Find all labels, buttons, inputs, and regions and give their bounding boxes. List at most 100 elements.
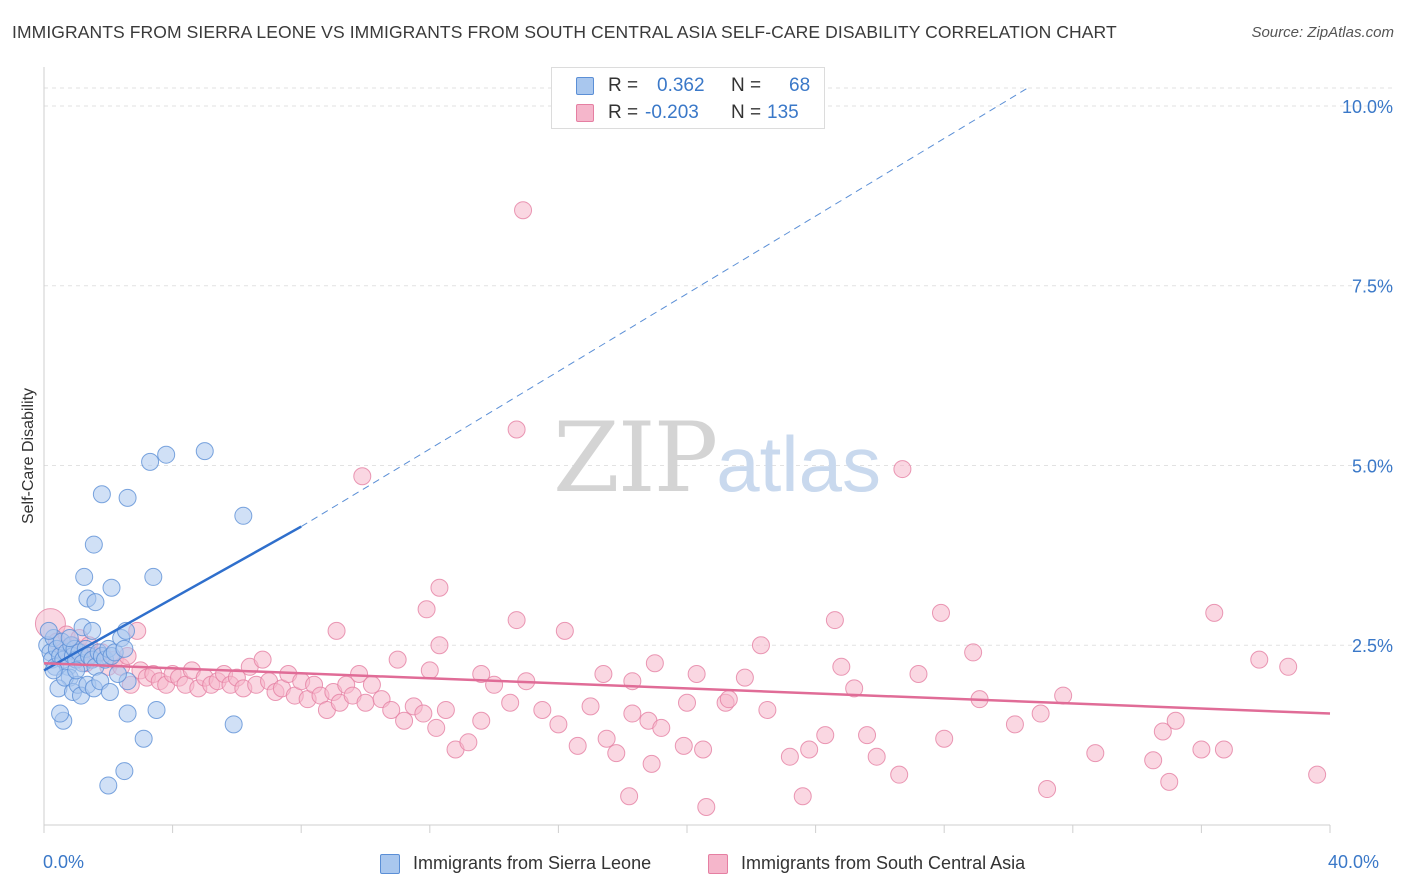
point-sierra-leone: [115, 762, 134, 781]
point-sierra-leone: [108, 665, 127, 683]
point-sierra-leone: [234, 506, 253, 525]
point-south-central-asia: [1279, 657, 1298, 676]
watermark: ZIPatlas: [553, 402, 881, 514]
chart-title: IMMIGRANTS FROM SIERRA LEONE VS IMMIGRAN…: [12, 22, 1117, 42]
point-sierra-leone: [75, 567, 94, 586]
point-south-central-asia: [507, 420, 526, 439]
point-south-central-asia: [362, 675, 381, 694]
point-south-central-asia: [327, 621, 346, 640]
point-south-central-asia: [758, 700, 777, 719]
point-sierra-leone: [102, 578, 121, 597]
point-sierra-leone: [86, 593, 105, 612]
point-sierra-leone: [157, 445, 176, 464]
point-south-central-asia: [694, 740, 713, 759]
point-south-central-asia: [568, 736, 587, 755]
point-south-central-asia: [395, 711, 414, 730]
point-south-central-asia: [1144, 751, 1163, 770]
point-sierra-leone: [141, 452, 160, 471]
point-south-central-asia: [1005, 715, 1024, 734]
point-south-central-asia: [620, 787, 639, 806]
point-south-central-asia: [507, 611, 526, 630]
y-tick-label: 2.5%: [1352, 636, 1393, 656]
y-tick-label: 5.0%: [1352, 456, 1393, 476]
grid-lines: [44, 87, 1392, 646]
point-sierra-leone: [100, 682, 119, 701]
point-south-central-asia: [858, 726, 877, 745]
point-south-central-asia: [417, 600, 436, 619]
blue-swatch: [380, 854, 400, 874]
trend-line-sierra-leone-extension: [300, 87, 1029, 528]
point-sierra-leone: [147, 700, 166, 719]
axes: [43, 67, 1331, 833]
point-sierra-leone: [118, 704, 137, 723]
series-label: Immigrants from Sierra Leone: [413, 853, 652, 873]
point-south-central-asia: [697, 798, 716, 817]
point-sierra-leone: [67, 661, 86, 680]
point-sierra-leone: [134, 729, 153, 748]
pink-swatch: [576, 104, 594, 122]
point-sierra-leone: [60, 629, 79, 648]
trend-line-south-central-asia: [43, 661, 1331, 715]
point-sierra-leone: [224, 715, 243, 734]
x-tick-label-max: 40.0%: [1328, 852, 1380, 872]
point-south-central-asia: [501, 693, 520, 712]
point-south-central-asia: [555, 621, 574, 640]
point-south-central-asia: [581, 697, 600, 716]
point-south-central-asia: [382, 700, 401, 719]
point-south-central-asia: [597, 729, 616, 748]
point-south-central-asia: [832, 657, 851, 676]
r-label: R =: [608, 75, 639, 96]
point-south-central-asia: [472, 711, 491, 730]
point-south-central-asia: [1160, 772, 1179, 791]
point-south-central-asia: [459, 733, 478, 752]
point-south-central-asia: [909, 665, 928, 683]
x-tick-label-min: 0.0%: [43, 852, 85, 872]
point-south-central-asia: [533, 700, 552, 719]
point-south-central-asia: [687, 665, 706, 683]
point-south-central-asia: [964, 643, 983, 662]
source-label: Source: ZipAtlas.com: [1251, 24, 1394, 41]
point-south-central-asia: [1166, 711, 1185, 730]
point-south-central-asia: [893, 460, 912, 479]
y-tick-label: 7.5%: [1352, 277, 1393, 297]
point-south-central-asia: [719, 690, 738, 709]
point-south-central-asia: [607, 744, 626, 763]
point-south-central-asia: [388, 650, 407, 669]
point-south-central-asia: [1214, 740, 1233, 759]
point-south-central-asia: [652, 718, 671, 737]
y-tick-labels: 2.5% 5.0% 7.5% 10.0%: [1342, 97, 1393, 656]
point-sierra-leone: [115, 639, 134, 658]
r-value: 0.362: [657, 75, 705, 96]
point-south-central-asia: [1086, 744, 1105, 763]
y-tick-label: 10.0%: [1342, 97, 1393, 117]
point-south-central-asia: [931, 603, 950, 622]
trend-lines: [43, 87, 1331, 715]
point-south-central-asia: [414, 704, 433, 723]
correlation-legend: R = 0.362 N = 68 R = -0.203 N = 135: [551, 67, 825, 129]
point-sierra-leone: [92, 485, 111, 504]
point-south-central-asia: [1250, 650, 1269, 669]
point-south-central-asia: [1192, 740, 1211, 759]
point-sierra-leone: [84, 535, 103, 554]
r-value: -0.203: [645, 102, 699, 123]
point-south-central-asia: [845, 679, 864, 698]
point-south-central-asia: [1038, 780, 1057, 799]
point-south-central-asia: [816, 726, 835, 745]
n-label: N =: [731, 75, 762, 96]
trend-line-sierra-leone: [43, 525, 302, 672]
point-south-central-asia: [825, 611, 844, 630]
point-south-central-asia: [436, 700, 455, 719]
y-axis-title: Self-Care Disability: [20, 387, 37, 525]
point-south-central-asia: [1205, 603, 1224, 622]
point-south-central-asia: [420, 661, 439, 680]
point-south-central-asia: [472, 665, 491, 683]
point-south-central-asia: [780, 747, 799, 766]
point-south-central-asia: [751, 636, 770, 655]
point-south-central-asia: [793, 787, 812, 806]
point-sierra-leone: [99, 776, 118, 795]
point-sierra-leone: [195, 442, 214, 461]
point-south-central-asia: [867, 747, 886, 766]
point-sierra-leone: [118, 488, 137, 507]
point-south-central-asia: [645, 654, 664, 673]
